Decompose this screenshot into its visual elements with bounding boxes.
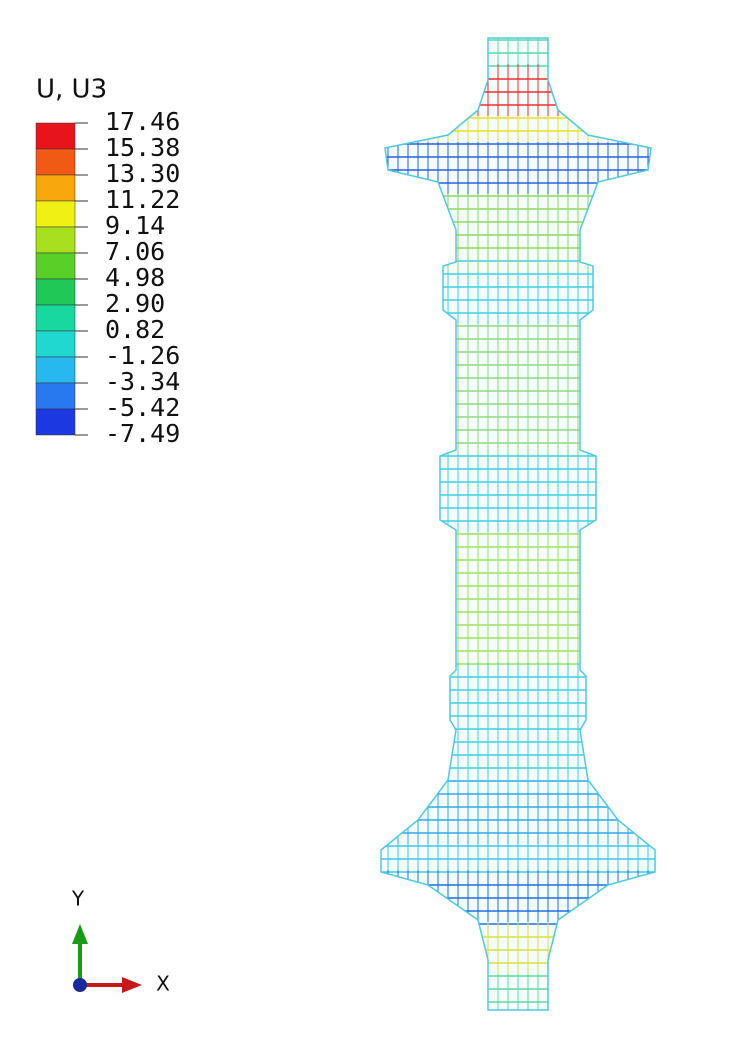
- legend-label: -1.26: [105, 341, 180, 370]
- y-axis-label: Y: [71, 887, 85, 911]
- x-arrow-head: [122, 977, 142, 993]
- legend-label: -3.34: [105, 367, 180, 396]
- legend-swatch: [35, 278, 76, 306]
- legend-swatch: [35, 304, 76, 332]
- legend-swatch: [35, 252, 76, 280]
- legend-label: 13.30: [105, 159, 180, 188]
- legend-swatch: [35, 356, 76, 384]
- mesh-body: [381, 38, 655, 1010]
- legend-swatch: [35, 174, 76, 202]
- legend-label: 4.98: [105, 263, 165, 292]
- mesh-outline: [380, 37, 656, 1011]
- legend-label: 0.82: [105, 315, 165, 344]
- legend-label: 2.90: [105, 289, 165, 318]
- y-arrow-head: [72, 924, 88, 944]
- legend-label: 7.06: [105, 237, 165, 266]
- legend-title: U, U3: [36, 75, 107, 105]
- legend: 17.4615.3813.3011.229.147.064.982.900.82…: [35, 107, 180, 448]
- origin: [73, 978, 87, 992]
- legend-swatch: [35, 408, 76, 436]
- legend-label: 9.14: [105, 211, 165, 240]
- legend-swatch: [35, 382, 76, 410]
- legend-label: 17.46: [105, 107, 180, 136]
- legend-swatch: [35, 200, 76, 228]
- legend-label: -7.49: [105, 419, 180, 448]
- legend-label: -5.42: [105, 393, 180, 422]
- legend-label: 11.22: [105, 185, 180, 214]
- axis-triad: Y X: [71, 887, 170, 996]
- legend-swatch: [35, 226, 76, 254]
- mesh: [380, 37, 656, 1011]
- legend-swatch: [35, 148, 76, 176]
- legend-swatch: [35, 122, 76, 150]
- x-axis-label: X: [156, 972, 170, 996]
- legend-label: 15.38: [105, 133, 180, 162]
- legend-swatch: [35, 330, 76, 358]
